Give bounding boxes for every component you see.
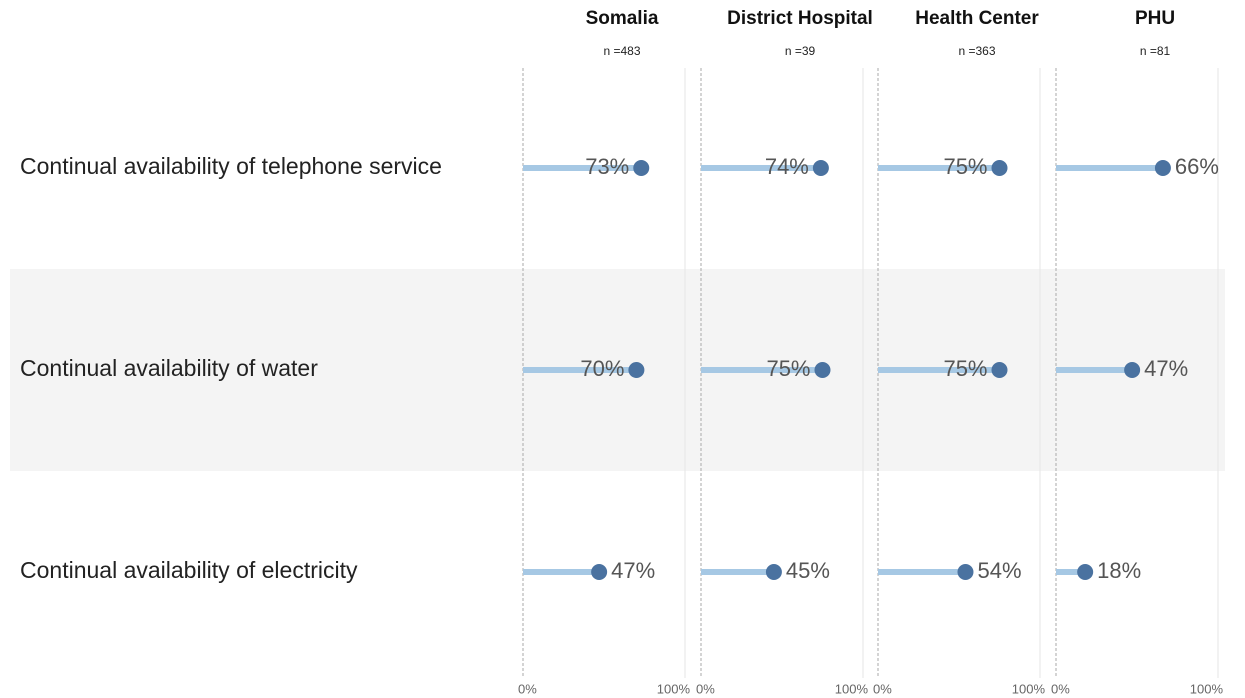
panel-title: District Hospital: [727, 8, 873, 29]
value-label: 75%: [766, 356, 810, 381]
x-tick-label: 0%: [518, 681, 537, 696]
category-label: Continual availability of electricity: [20, 557, 358, 583]
dot: [991, 160, 1008, 176]
dot: [814, 362, 831, 378]
x-tick-label: 100%: [1012, 681, 1046, 696]
dot: [628, 362, 645, 378]
panel-title: Health Center: [915, 8, 1039, 29]
dot: [633, 160, 650, 176]
value-label: 54%: [977, 558, 1021, 583]
panel-title: Somalia: [586, 8, 659, 29]
dot: [765, 564, 782, 580]
value-label: 47%: [1144, 356, 1188, 381]
value-label: 47%: [611, 558, 655, 583]
x-tick-label: 0%: [873, 681, 892, 696]
x-tick-label: 0%: [1051, 681, 1070, 696]
x-tick-label: 100%: [657, 681, 691, 696]
value-label: 70%: [580, 356, 624, 381]
dot: [1077, 564, 1094, 580]
dot: [1154, 160, 1171, 176]
value-label: 75%: [943, 154, 987, 179]
x-tick-label: 100%: [1190, 681, 1224, 696]
value-label: 18%: [1097, 558, 1141, 583]
category-label: Continual availability of water: [20, 355, 318, 381]
value-label: 73%: [585, 154, 629, 179]
panel-subtitle: n =483: [603, 44, 640, 58]
x-tick-label: 100%: [835, 681, 869, 696]
value-label: 45%: [786, 558, 830, 583]
panel-title: PHU: [1135, 8, 1175, 29]
category-label: Continual availability of telephone serv…: [20, 153, 442, 179]
dot: [591, 564, 608, 580]
dot: [957, 564, 974, 580]
x-tick-label: 0%: [696, 681, 715, 696]
value-label: 66%: [1175, 154, 1219, 179]
panel-subtitle: n =39: [785, 44, 816, 58]
value-label: 75%: [943, 356, 987, 381]
panel-subtitle: n =363: [958, 44, 995, 58]
value-label: 74%: [765, 154, 809, 179]
dot: [1124, 362, 1141, 378]
dot: [812, 160, 829, 176]
panel-subtitle: n =81: [1140, 44, 1171, 58]
dot: [991, 362, 1008, 378]
